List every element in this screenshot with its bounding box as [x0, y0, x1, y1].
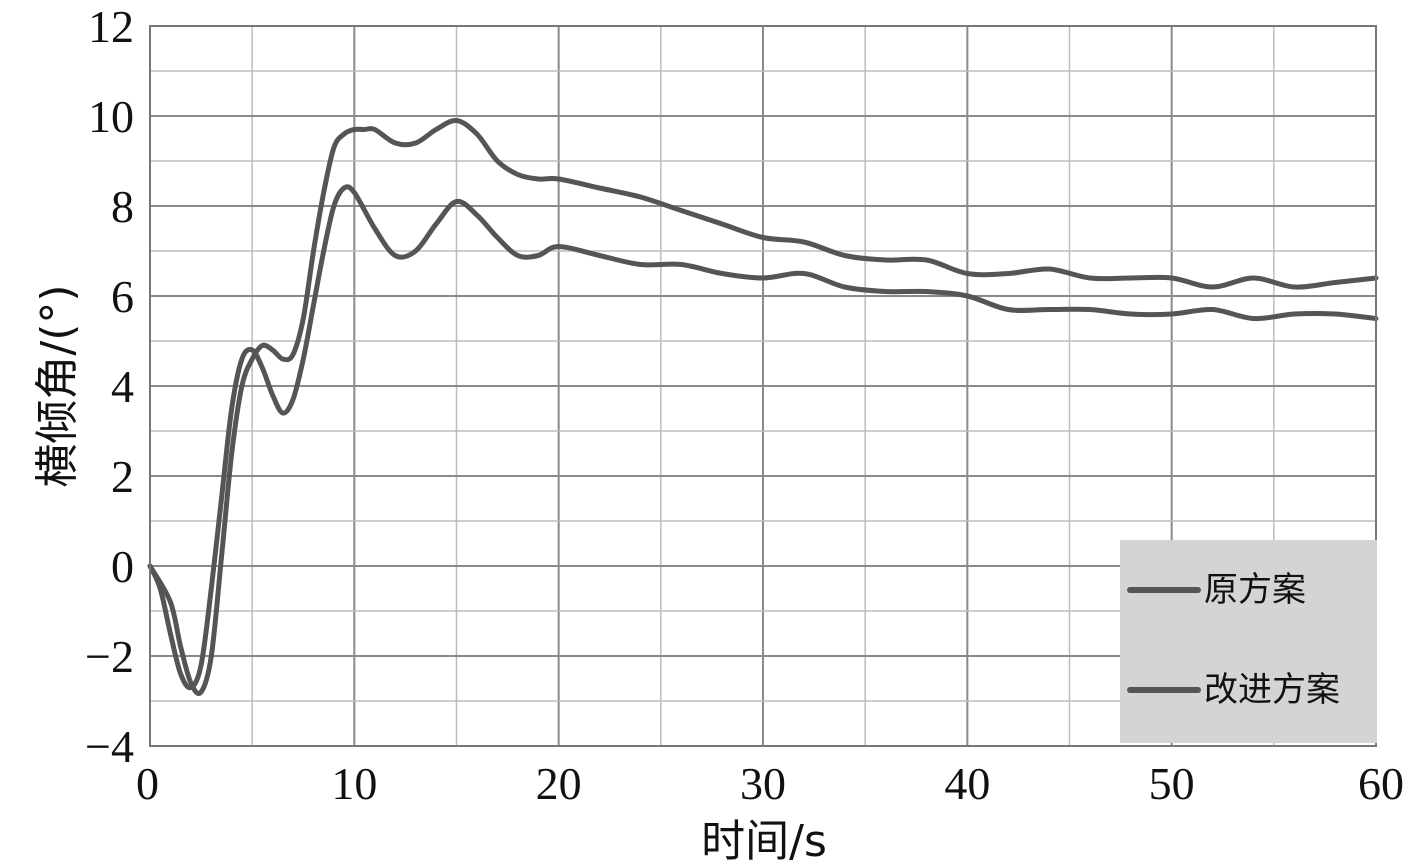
y-tick-label: 10: [88, 91, 134, 142]
plot-border: [149, 25, 1377, 747]
legend-label-original: 原方案: [1204, 570, 1306, 610]
y-tick-label: −4: [85, 721, 134, 772]
x-tick-label: 20: [536, 758, 582, 809]
legend: 原方案 改进方案: [1120, 540, 1377, 743]
x-tick-label: 10: [331, 758, 377, 809]
y-tick-label: −2: [85, 631, 134, 682]
x-tick-label: 50: [1149, 758, 1195, 809]
y-tick-label: 8: [111, 181, 134, 232]
x-tick-labels: 0 10 20 30 40 50 60: [136, 758, 1404, 809]
x-axis-title: 时间/s: [701, 816, 827, 865]
y-tick-label: 4: [111, 361, 134, 412]
x-tick-label: 40: [944, 758, 990, 809]
y-axis-title: 横倾角/(°): [32, 284, 83, 487]
x-tick-label: 30: [740, 758, 786, 809]
legend-box: [1120, 540, 1377, 743]
x-tick-label: 60: [1358, 758, 1404, 809]
y-tick-label: 2: [111, 451, 134, 502]
chart-series: [147, 117, 1379, 696]
legend-label-improved: 改进方案: [1204, 670, 1340, 710]
y-tick-label: 6: [111, 271, 134, 322]
y-tick-label: 12: [88, 1, 134, 52]
series-line-original: [147, 117, 1379, 696]
y-tick-label: 0: [111, 541, 134, 592]
y-tick-labels: −4 −2 0 2 4 6 8 10 12: [85, 1, 134, 772]
x-tick-label: 0: [136, 758, 159, 809]
series-line-improved: [147, 184, 1379, 691]
plot-frame: [149, 25, 1377, 747]
